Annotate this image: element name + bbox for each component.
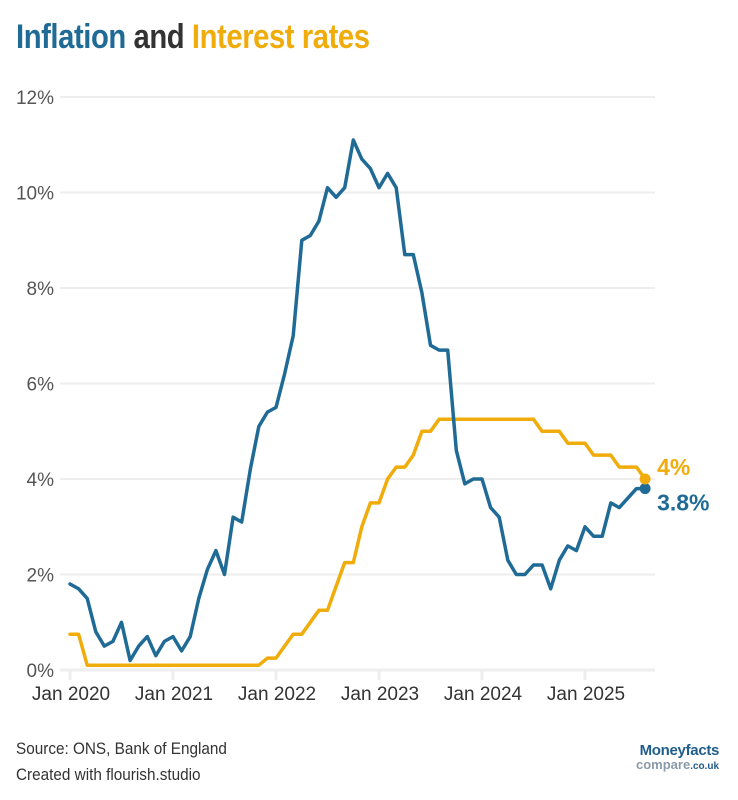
x-axis: Jan 2020 Jan 2021 Jan 2022 Jan 2023 Jan 2024…	[32, 670, 625, 705]
title-interest: Interest rates	[191, 18, 370, 56]
y-tick-label: 12%	[16, 88, 54, 109]
title-inflation: Inflation	[16, 18, 126, 56]
y-axis-ticks: 0% 2% 4% 6% 8% 10% 12%	[16, 88, 54, 682]
y-tick-label: 8%	[27, 279, 55, 300]
y-tick-label: 0%	[27, 661, 55, 682]
interest-end-point	[639, 473, 651, 485]
inflation-line	[68, 138, 647, 663]
x-tick-label: Jan 2024	[444, 684, 523, 705]
x-tick-label: Jan 2023	[341, 684, 419, 705]
y-tick-label: 4%	[27, 470, 55, 491]
logo-line1: Moneyfacts	[639, 742, 720, 759]
credit-link[interactable]: Created with flourish.studio	[16, 765, 201, 784]
logo-compare: compare	[636, 757, 691, 772]
y-tick-label: 6%	[27, 375, 55, 396]
chart-title: Inflation and Interest rates	[16, 18, 370, 57]
series-lines	[68, 138, 647, 667]
inflation-end-point	[639, 483, 651, 495]
title-and: and	[133, 18, 185, 56]
x-tick-label: Jan 2025	[547, 684, 625, 705]
y-tick-label: 10%	[16, 184, 54, 205]
x-tick-label: Jan 2020	[32, 684, 110, 705]
x-tick-label: Jan 2021	[135, 684, 213, 705]
source-note: Source: ONS, Bank of England	[16, 739, 227, 758]
logo-suffix: .co.uk	[690, 761, 720, 772]
logo-line2: compare.co.uk	[636, 758, 719, 774]
moneyfacts-logo[interactable]: Moneyfacts compare.co.uk	[636, 742, 720, 774]
footer: Source: ONS, Bank of England Created wit…	[16, 736, 227, 788]
x-tick-label: Jan 2022	[238, 684, 316, 705]
y-tick-label: 2%	[27, 566, 55, 587]
gridlines	[60, 96, 655, 672]
end-labels: 3.8% 4%	[639, 454, 710, 516]
interest-end-label: 4%	[657, 454, 690, 480]
interest-rate-line	[68, 417, 647, 667]
inflation-end-label: 3.8%	[657, 490, 709, 516]
